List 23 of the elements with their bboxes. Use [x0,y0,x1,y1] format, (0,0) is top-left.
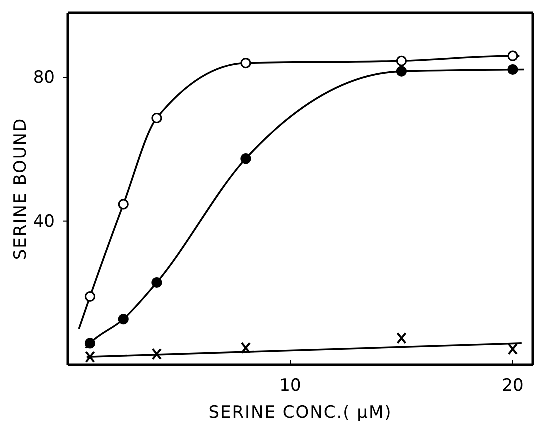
point [118,199,129,210]
point [508,50,518,62]
point [508,343,518,356]
point [152,348,162,360]
point [240,342,251,354]
y-tick-label: 40 [33,212,55,232]
point [152,112,162,124]
point [240,154,252,164]
point [508,64,518,76]
point [396,56,408,66]
x-axis-title: SERINE CONC.( μM) [208,403,392,423]
point [84,291,96,302]
point [118,314,129,325]
x-tick-label: 10 [280,376,302,396]
point [152,277,162,288]
point [396,66,408,77]
y-tick-label: 80 [33,68,55,88]
point [240,58,252,69]
x-tick-label: 20 [502,376,524,396]
point [84,338,96,349]
point [85,351,96,364]
point [396,332,407,344]
y-axis-title: SERINE BOUND [11,118,31,260]
